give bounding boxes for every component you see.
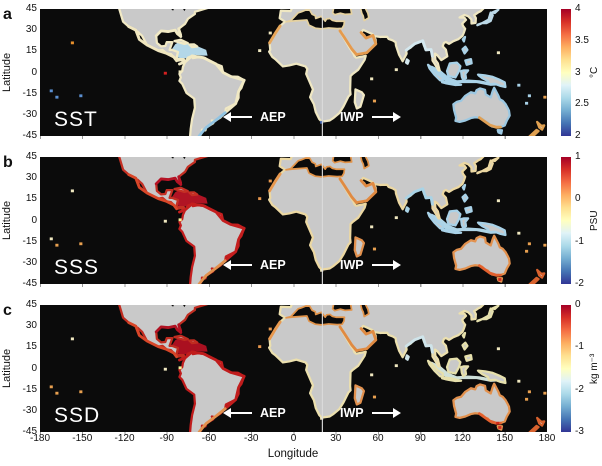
- y-axis-ticks: 45 30 15 0 -15 -30 -45: [8, 3, 37, 141]
- x-axis-tick-marks: [40, 284, 547, 287]
- tick-label: -60: [201, 433, 217, 444]
- tick-label: -30: [22, 108, 37, 120]
- tick-label: 0: [31, 362, 37, 374]
- colorbar-unit: kg m⁻³: [589, 353, 600, 384]
- iwp-label: IWP: [340, 258, 364, 272]
- colorbar: [561, 305, 571, 432]
- panel-letter: a: [3, 6, 12, 23]
- tick-label: 45: [25, 151, 37, 162]
- tick-label: 0: [31, 66, 37, 78]
- tick-label: -150: [72, 433, 93, 444]
- tick-label: 150: [496, 433, 514, 444]
- colorbar-unit: PSU: [589, 210, 600, 231]
- right-arrow-icon: [371, 260, 401, 270]
- left-arrow-icon: [223, 112, 252, 122]
- tick-label: -30: [22, 256, 37, 268]
- tick-label: 2: [575, 130, 581, 141]
- x-axis-label: Longitude: [267, 448, 319, 460]
- colorbar: [561, 9, 571, 136]
- iwp-annotation: IWP: [340, 258, 401, 272]
- panel-ssd: c Latitude 45 30 15 0 -15 -30 -45 SSD AEP IWP …: [0, 299, 602, 437]
- tick-label: 4: [575, 3, 581, 14]
- tick-label: 15: [25, 341, 37, 353]
- tick-label: 15: [25, 45, 37, 57]
- map-sst: SST AEP IWP: [40, 9, 547, 136]
- tick-label: -45: [22, 426, 37, 437]
- colorbar-unit: °C: [589, 66, 600, 79]
- tick-label: 0: [31, 214, 37, 226]
- tick-label: -15: [22, 235, 37, 247]
- tick-label: 30: [25, 24, 37, 36]
- x-axis-tick-marks: [40, 432, 547, 435]
- aep-label: AEP: [260, 258, 286, 272]
- x-axis-tick-marks: [40, 136, 547, 139]
- tick-label: -90: [159, 433, 174, 444]
- tick-label: 30: [25, 172, 37, 184]
- tick-label: -15: [22, 87, 37, 99]
- tick-label: -2: [575, 278, 584, 289]
- variable-label: SSS: [54, 256, 100, 279]
- tick-label: 120: [454, 433, 471, 444]
- aep-annotation: AEP: [223, 406, 286, 420]
- tick-label: 45: [25, 3, 37, 14]
- tick-label: 45: [25, 299, 37, 310]
- x-axis-ticks: -180 -150 -120 -90 -60 -30 0 30 60 90 120 150 180: [0, 433, 602, 447]
- colorbar-ticks: 4 3.5 3 2.5 2: [575, 3, 601, 141]
- tick-label: 0: [290, 433, 297, 444]
- panel-letter: c: [3, 302, 12, 319]
- world-map: [49, 157, 547, 284]
- aep-annotation: AEP: [223, 258, 286, 272]
- iwp-label: IWP: [340, 110, 364, 124]
- tick-label: -1: [575, 235, 584, 247]
- tick-label: 0: [575, 193, 581, 205]
- tick-label: -3: [575, 426, 584, 437]
- aep-annotation: AEP: [223, 110, 286, 124]
- tick-label: 180: [538, 433, 556, 444]
- colorbar-ticks: 0 -1 -2 -3: [575, 299, 601, 437]
- tick-label: 30: [330, 433, 342, 444]
- aep-label: AEP: [260, 406, 286, 420]
- tick-label: 60: [372, 433, 384, 444]
- tick-label: -45: [22, 278, 37, 289]
- variable-label: SST: [54, 108, 98, 131]
- tick-label: 15: [25, 193, 37, 205]
- tick-label: 90: [414, 433, 426, 444]
- map-ssd: SSD AEP IWP: [40, 305, 547, 432]
- tick-label: -1: [575, 341, 584, 353]
- map-sss: SSS AEP IWP: [40, 157, 547, 284]
- aep-label: AEP: [260, 110, 286, 124]
- y-axis-ticks: 45 30 15 0 -15 -30 -45: [8, 299, 37, 437]
- variable-label: SSD: [54, 404, 101, 427]
- iwp-label: IWP: [340, 406, 364, 420]
- iwp-annotation: IWP: [340, 406, 401, 420]
- tick-label: 2.5: [575, 98, 589, 110]
- tick-label: 1: [575, 151, 581, 162]
- right-arrow-icon: [371, 408, 401, 418]
- right-arrow-icon: [371, 112, 401, 122]
- colorbar: [561, 157, 571, 284]
- colorbar-ticks: 1 0 -1 -2: [575, 151, 601, 289]
- y-axis-ticks: 45 30 15 0 -15 -30 -45: [8, 151, 37, 289]
- iwp-annotation: IWP: [340, 110, 401, 124]
- panel-letter: b: [3, 154, 13, 171]
- tick-label: 3.5: [575, 34, 589, 46]
- tick-label: -30: [244, 433, 259, 444]
- tick-label: -45: [22, 130, 37, 141]
- tick-label: -120: [114, 433, 135, 444]
- world-map: [49, 305, 547, 432]
- tick-label: -30: [22, 404, 37, 416]
- tick-label: -180: [29, 433, 51, 444]
- tick-label: 30: [25, 320, 37, 332]
- panel-sss: b Latitude 45 30 15 0 -15 -30 -45 SSS AEP IWP …: [0, 151, 602, 289]
- panel-sst: a Latitude 45 30 15 0 -15 -30 -45 SST AEP IWP …: [0, 3, 602, 141]
- left-arrow-icon: [223, 260, 252, 270]
- tick-label: 0: [575, 299, 581, 310]
- tick-label: -2: [575, 383, 584, 395]
- left-arrow-icon: [223, 408, 252, 418]
- tick-label: -15: [22, 383, 37, 395]
- tick-label: 3: [575, 66, 581, 78]
- world-map: [49, 9, 547, 136]
